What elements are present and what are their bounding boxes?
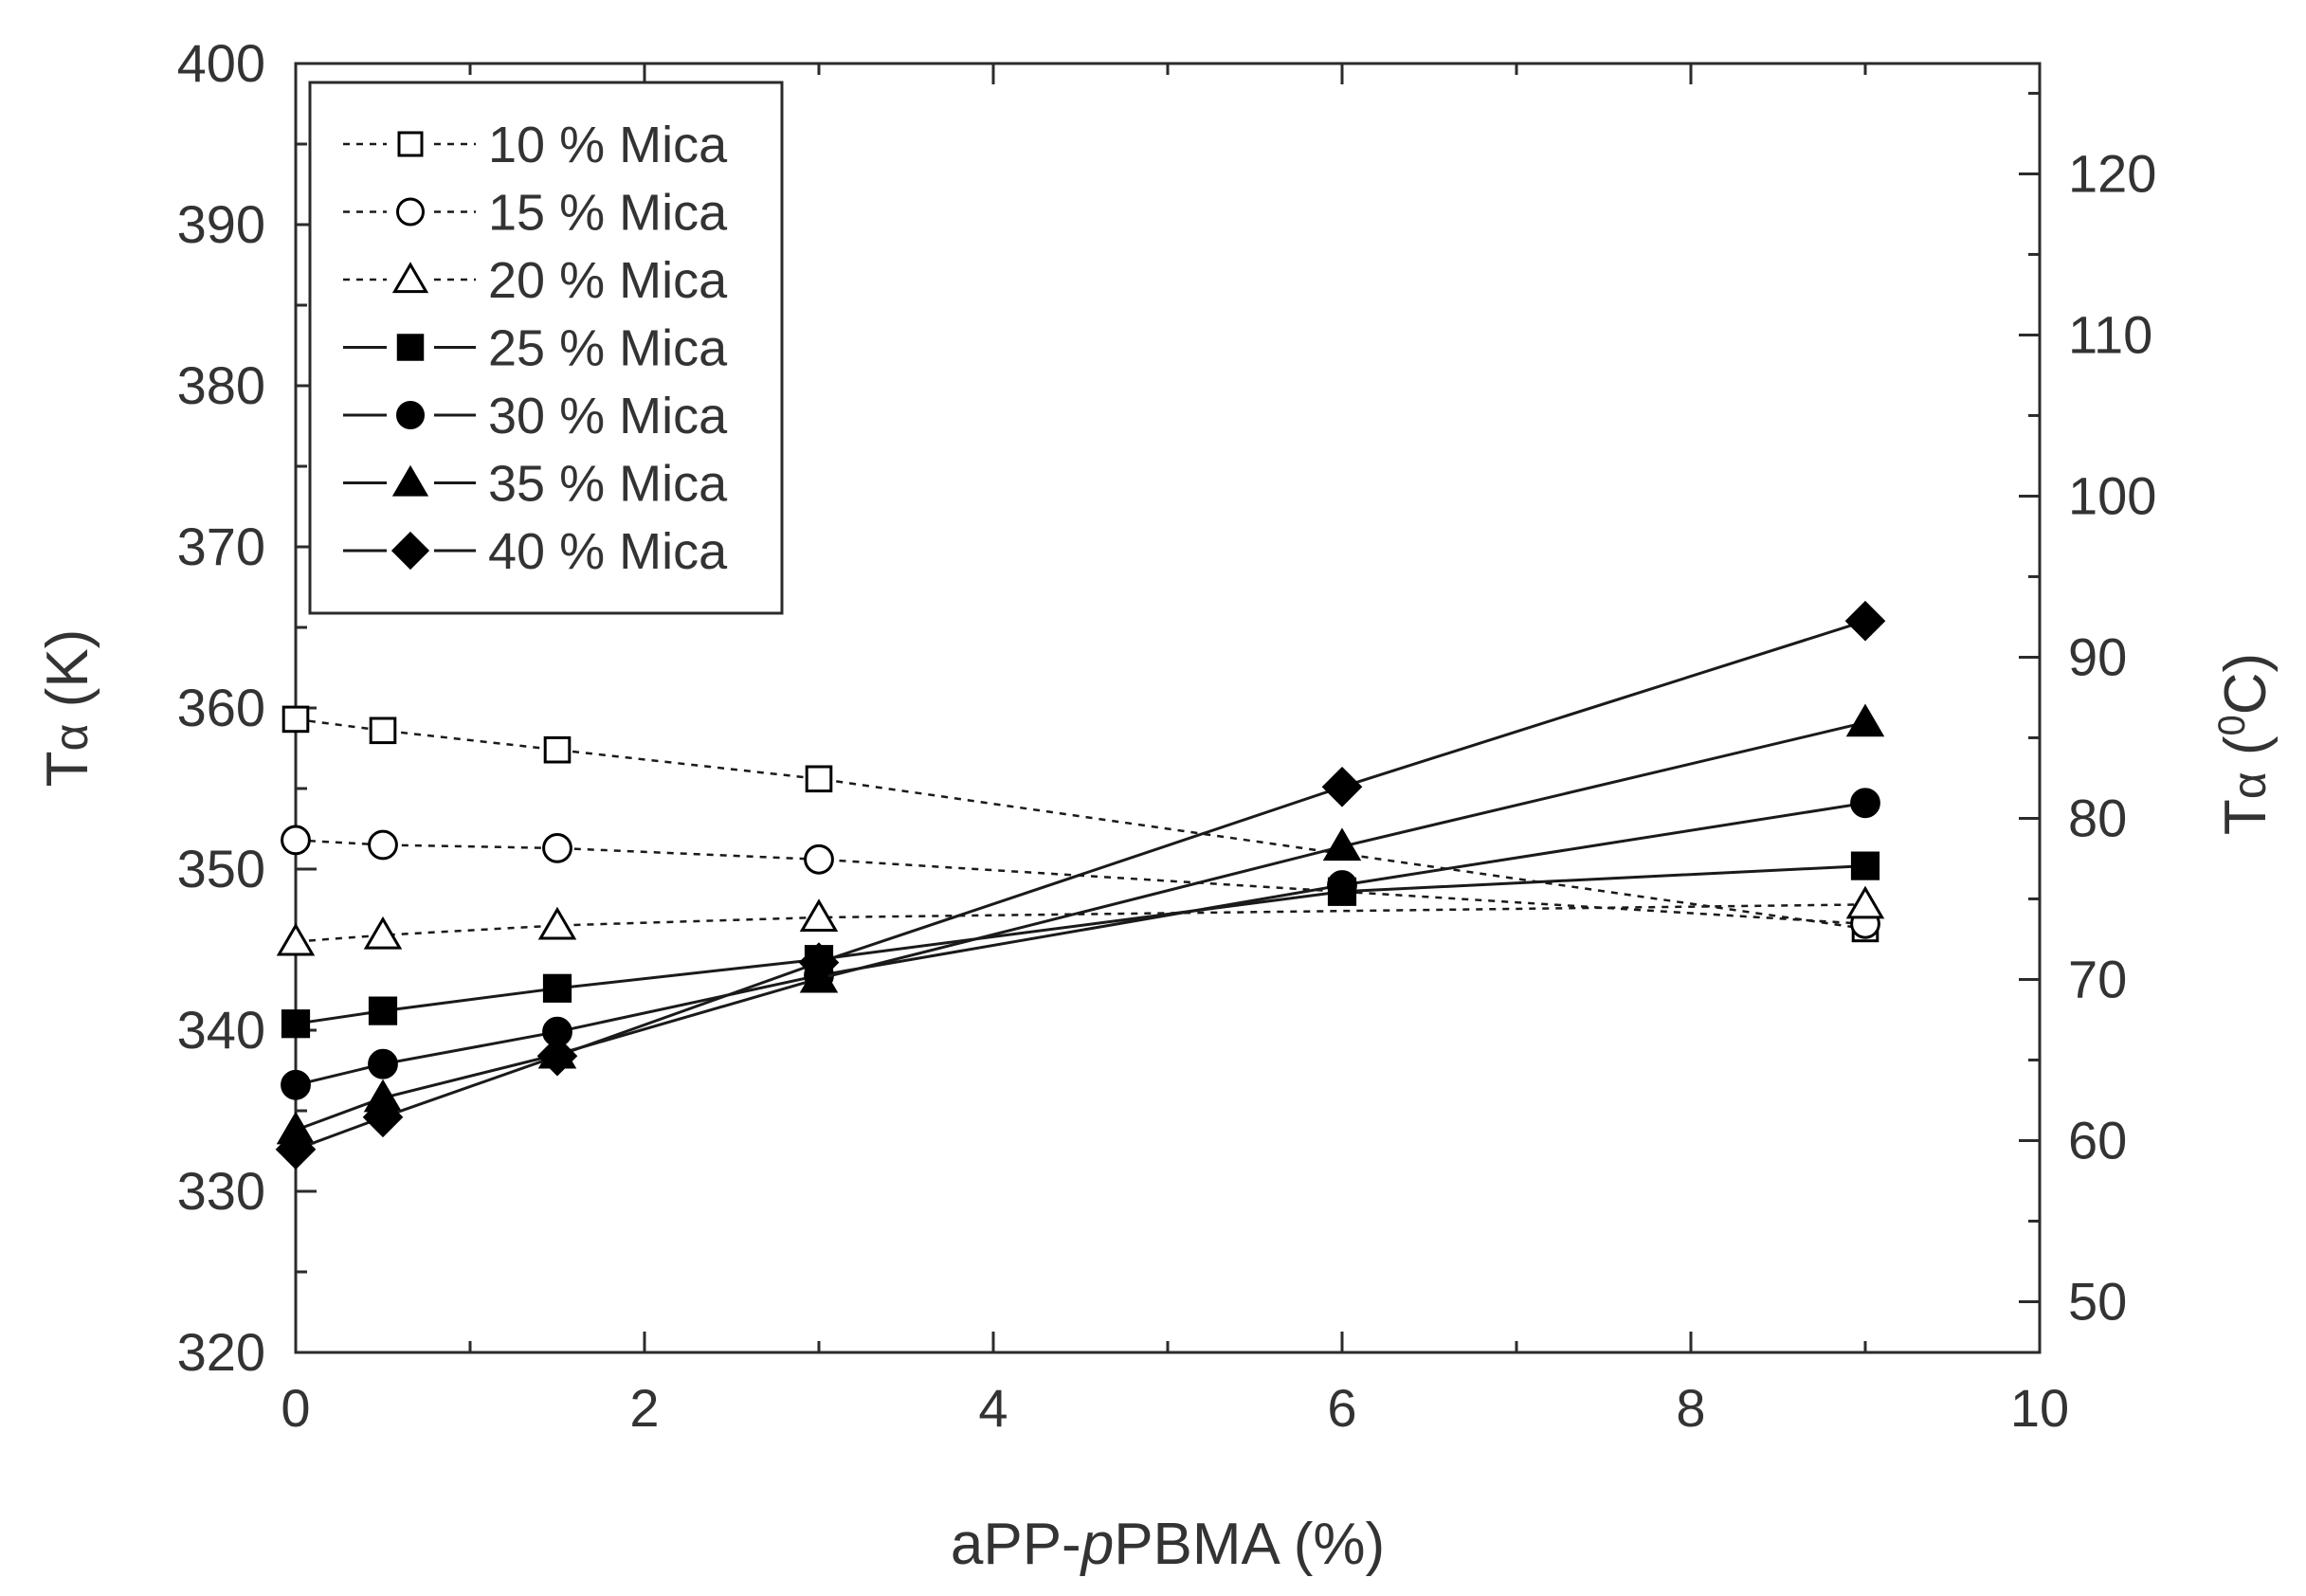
legend-marker-30-mica — [396, 401, 425, 429]
y-axis-title-right: Tα (0C) — [2211, 653, 2279, 835]
data-point-25-mica — [281, 1009, 311, 1039]
legend-marker-15-mica — [396, 197, 425, 227]
x-tick-label: 6 — [1327, 1378, 1356, 1438]
legend-label-30-mica: 30 % Mica — [488, 388, 728, 444]
legend-marker-20-mica — [391, 262, 429, 294]
data-point-40-mica — [1321, 766, 1363, 807]
y-tick-label: 340 — [177, 1000, 265, 1060]
x-tick-label: 10 — [2010, 1378, 2069, 1438]
y-tick-label: 330 — [177, 1161, 265, 1221]
series-line-15-mica — [295, 839, 1866, 926]
data-point-35-mica — [1322, 827, 1362, 861]
data-point-30-mica — [1850, 788, 1880, 819]
data-point-10-mica — [281, 705, 310, 734]
series-line-35-mica — [295, 720, 1866, 1132]
x-tick-label: 4 — [978, 1378, 1008, 1438]
y-tick-label: 360 — [177, 678, 265, 737]
y-right-tick-label: 110 — [2068, 304, 2152, 364]
x-tick-label: 8 — [1676, 1378, 1705, 1438]
y-right-tick-label: 100 — [2068, 465, 2156, 525]
data-point-20-mica — [537, 906, 577, 940]
data-point-15-mica — [281, 825, 311, 856]
data-point-35-mica — [1845, 703, 1885, 737]
series-group — [275, 600, 1886, 1170]
y-tick-label: 350 — [177, 839, 265, 898]
y-tick-label: 400 — [177, 33, 265, 93]
data-point-30-mica — [281, 1069, 311, 1100]
data-point-10-mica — [805, 765, 833, 793]
data-point-20-mica — [363, 916, 403, 950]
series-line-10-mica — [295, 717, 1866, 931]
legend-marker-35-mica — [391, 464, 429, 497]
y-tick-label: 380 — [177, 355, 265, 415]
legend-label-35-mica: 35 % Mica — [488, 456, 728, 513]
y-axis-title-left: Tα (K) — [35, 629, 100, 788]
y-right-tick-label: 50 — [2068, 1271, 2127, 1331]
legend-marker-10-mica — [397, 131, 424, 157]
x-axis-title: aPP-pPBMA (%) — [951, 1512, 1385, 1577]
legend-label-40-mica: 40 % Mica — [488, 523, 728, 580]
data-point-25-mica — [368, 996, 398, 1025]
data-point-10-mica — [369, 716, 397, 745]
series-line-40-mica — [295, 619, 1866, 1152]
data-point-20-mica — [276, 922, 316, 956]
legend-entries: 10 % Mica 15 % Mica 20 % Mica 25 % Mica 30 %… — [343, 117, 728, 580]
data-point-15-mica — [804, 843, 834, 875]
data-point-20-mica — [799, 898, 839, 932]
legend-label-20-mica: 20 % Mica — [488, 252, 728, 309]
data-point-30-mica — [1327, 870, 1357, 900]
axis-ticks: 0 2 4 6 8 10 320 330 340 350 360 370 380 390 400 50 60 70… — [177, 33, 2157, 1438]
data-point-15-mica — [368, 829, 398, 861]
legend: 10 % Mica 15 % Mica 20 % Mica 25 % Mica 30 %… — [308, 81, 784, 615]
x-tick-label: 2 — [629, 1378, 659, 1438]
y-right-tick-label: 60 — [2068, 1110, 2127, 1170]
data-point-40-mica — [536, 1035, 578, 1077]
data-point-20-mica — [1845, 885, 1885, 919]
y-right-tick-label: 120 — [2068, 143, 2156, 203]
series-line-25-mica — [295, 864, 1866, 1025]
x-tick-label: 0 — [281, 1378, 310, 1438]
legend-label-10-mica: 10 % Mica — [488, 117, 728, 173]
y-right-tick-label: 80 — [2068, 788, 2127, 847]
data-point-25-mica — [542, 973, 572, 1003]
legend-label-15-mica: 15 % Mica — [488, 185, 728, 242]
y-right-tick-label: 70 — [2068, 949, 2127, 1008]
series-line-20-mica — [295, 903, 1866, 943]
data-point-40-mica — [362, 1097, 404, 1138]
legend-marker-40-mica — [390, 531, 430, 571]
data-point-40-mica — [275, 1129, 317, 1170]
legend-marker-25-mica — [396, 334, 425, 361]
data-point-30-mica — [368, 1048, 398, 1079]
y-right-tick-label: 90 — [2068, 626, 2127, 686]
series-line-30-mica — [295, 801, 1866, 1087]
y-tick-label: 390 — [177, 194, 265, 254]
data-point-10-mica — [543, 735, 572, 764]
legend-box — [308, 81, 784, 615]
data-point-40-mica — [798, 942, 840, 983]
data-point-25-mica — [1850, 851, 1880, 880]
data-point-40-mica — [1844, 600, 1886, 642]
legend-label-25-mica: 25 % Mica — [488, 320, 728, 377]
y-tick-label: 320 — [177, 1322, 265, 1382]
data-point-15-mica — [542, 833, 572, 863]
y-tick-label: 370 — [177, 517, 265, 576]
